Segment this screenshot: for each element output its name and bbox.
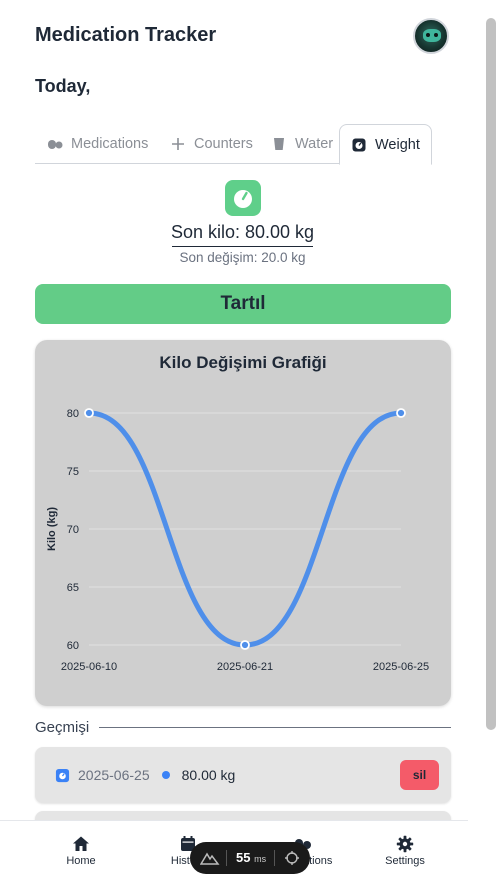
delete-button[interactable]: sil — [400, 760, 439, 790]
history-date: 2025-06-25 — [78, 767, 150, 783]
scale-icon — [55, 768, 70, 782]
gear-icon — [396, 835, 414, 853]
tab-weight[interactable]: Weight — [339, 124, 432, 165]
scrollbar[interactable] — [486, 18, 496, 730]
tab-label: Medications — [71, 136, 149, 152]
y-tick-label: 80 — [67, 408, 79, 420]
data-point — [396, 408, 406, 418]
x-tick-label: 2025-06-10 — [61, 661, 117, 673]
calendar-icon — [181, 836, 195, 851]
data-point — [240, 640, 250, 650]
y-tick-label: 65 — [67, 582, 79, 594]
y-tick-label: 70 — [67, 524, 79, 536]
perf-value: 55 ms — [236, 850, 266, 865]
history-weight: 80.00 kg — [181, 767, 236, 783]
app-title: Medication Tracker — [35, 24, 217, 46]
avatar[interactable] — [413, 18, 449, 54]
tab-water[interactable]: Water — [271, 124, 333, 164]
tab-bar: Medications Counters Water Weight — [35, 124, 432, 165]
divider — [172, 246, 313, 247]
divider — [99, 726, 451, 728]
tab-counters[interactable]: Counters — [170, 124, 253, 164]
nav-label: Home — [66, 855, 96, 867]
nav-home[interactable]: Home — [31, 835, 131, 867]
pills-icon — [48, 140, 63, 149]
y-tick-label: 60 — [67, 640, 79, 652]
tab-medications[interactable]: Medications — [47, 124, 148, 164]
y-tick-label: 75 — [67, 466, 79, 478]
home-icon — [73, 836, 89, 851]
weight-chart: Kilo Değişimi Grafiği 60 65 70 75 80 2025-06-1… — [35, 340, 451, 706]
perf-number: 55 — [236, 850, 251, 865]
perf-overlay[interactable]: 55 ms — [190, 842, 310, 874]
perf-unit: ms — [254, 854, 267, 864]
greeting: Today, — [35, 76, 91, 96]
tab-label: Weight — [375, 136, 420, 153]
tab-label: Counters — [194, 136, 253, 152]
last-change: Son değişim: 20.0 kg — [179, 250, 306, 265]
app-header: Medication Tracker — [35, 24, 216, 47]
x-tick-label: 2025-06-25 — [373, 661, 429, 673]
target-icon — [285, 851, 299, 865]
weigh-button[interactable]: Tartıl — [35, 284, 451, 324]
chart-title: Kilo Değişimi Grafiği — [159, 353, 326, 372]
plus-icon — [172, 138, 184, 150]
history-header: Geçmişi — [35, 717, 451, 737]
tab-label: Water — [295, 136, 334, 152]
nav-settings[interactable]: Settings — [355, 835, 455, 867]
x-tick-label: 2025-06-21 — [217, 661, 273, 673]
nav-label: Settings — [385, 855, 425, 867]
glass-icon — [274, 138, 284, 150]
data-point — [84, 408, 94, 418]
scale-icon — [352, 138, 366, 151]
y-axis-label: Kilo (kg) — [46, 507, 58, 551]
history-title: Geçmişi — [35, 718, 90, 736]
mountain-logo-icon — [200, 852, 220, 865]
scale-icon — [225, 180, 261, 216]
avatar-face-icon — [423, 29, 441, 42]
history-item: 2025-06-25 80.00 kg sil — [35, 747, 451, 803]
last-weight: Son kilo: 80.00 kg — [170, 222, 315, 242]
history-dot — [161, 771, 170, 779]
chart-canvas: Kilo Değişimi Grafiği 60 65 70 75 80 2025-06-1… — [46, 353, 429, 673]
